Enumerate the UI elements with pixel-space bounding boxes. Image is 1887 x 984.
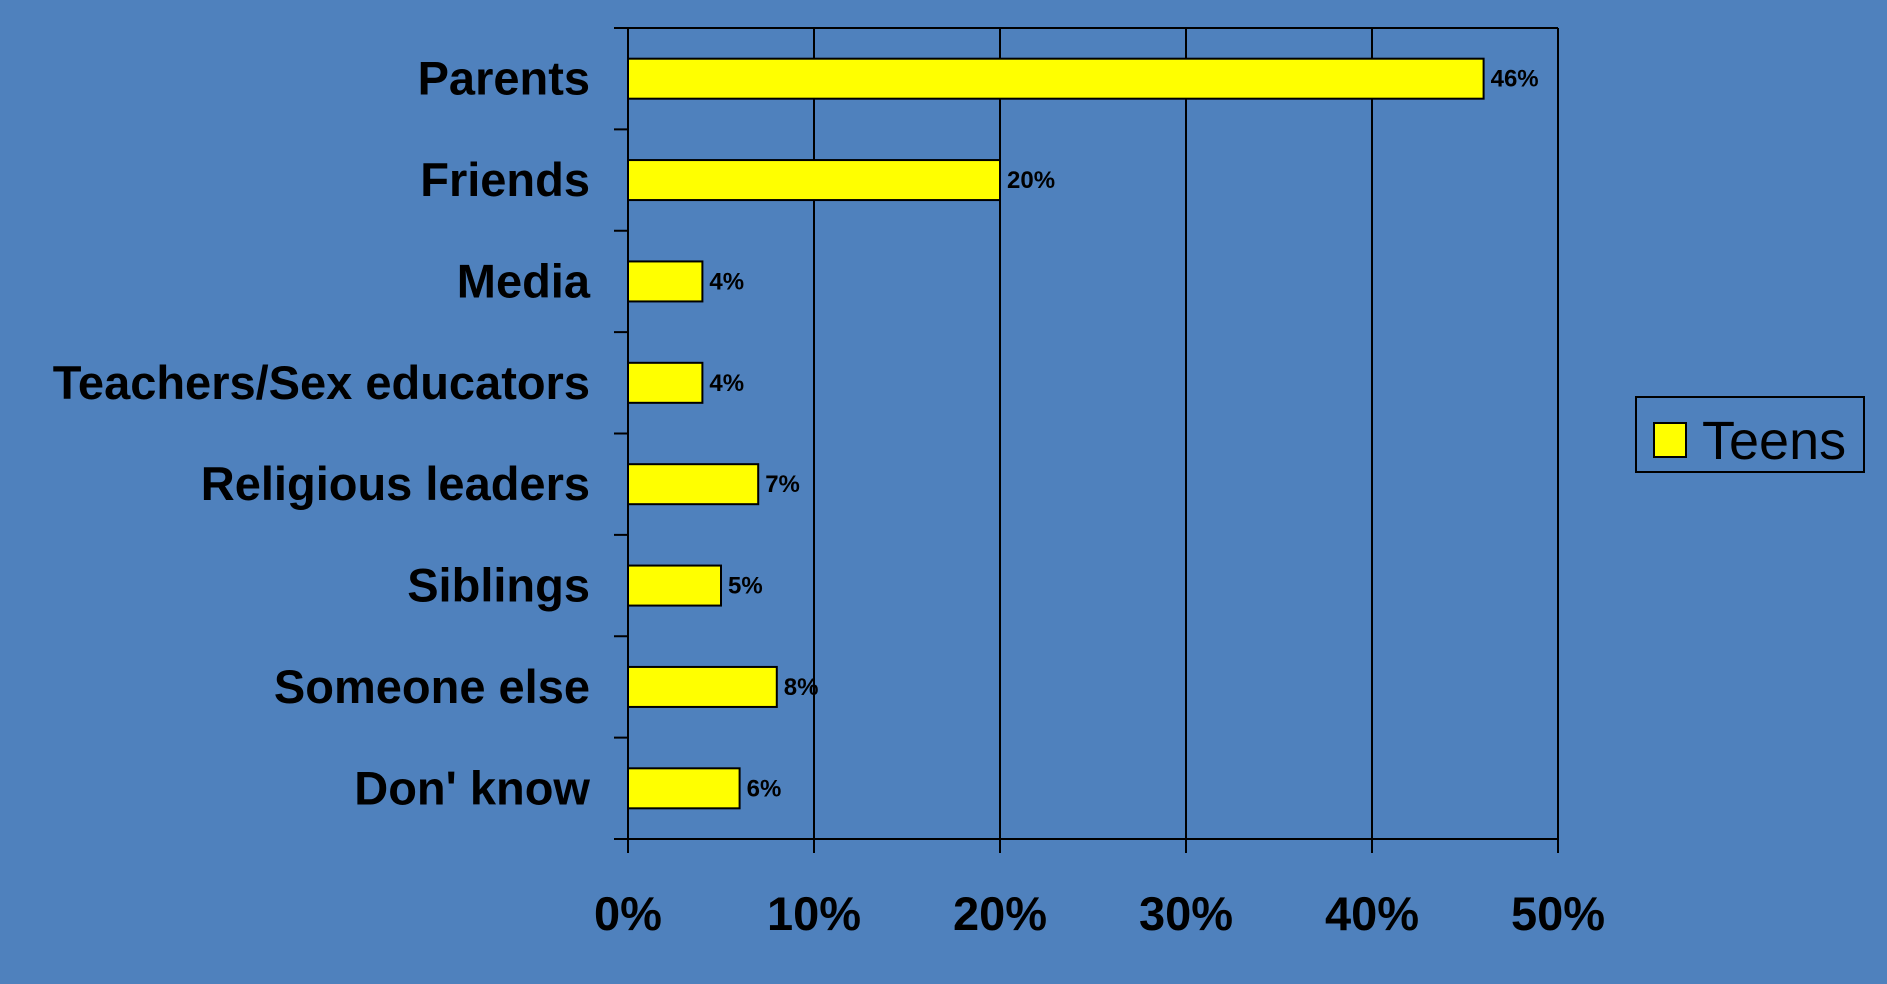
category-label: Parents [418,52,590,105]
category-label: Teachers/Sex educators [53,356,590,409]
data-label: 8% [784,674,819,701]
data-label: 4% [709,370,744,397]
data-label: 6% [747,775,782,802]
bar [627,159,1001,202]
x-tick-label: 20% [953,887,1047,940]
bar [627,57,1485,100]
bar [627,665,778,708]
category-labels: Parents Friends Media Teachers/Sex educator… [53,52,591,815]
x-tick-labels: 0% 10% 20% 30% 40% 50% [594,887,1605,940]
data-label: 5% [728,573,763,600]
bar [627,361,704,404]
category-label: Friends [420,153,590,206]
x-tick-label: 10% [767,887,861,940]
bar [627,463,760,506]
legend: Teens [1635,396,1865,473]
bar [627,260,704,303]
category-label: Media [457,254,591,307]
category-label: Someone else [274,660,590,713]
data-labels: 46% 20% 4% 4% 7% 5% 8% 6% [709,66,1538,803]
legend-box [1635,396,1865,473]
bars [627,57,1485,810]
bar [627,767,741,810]
data-label: 20% [1007,167,1055,194]
gridlines [813,28,1559,839]
data-label: 4% [709,268,744,295]
bar [627,564,722,607]
category-label: Don' know [354,761,590,814]
category-label: Religious leaders [201,457,590,510]
data-label: 46% [1491,66,1539,93]
axes [614,27,1559,853]
category-label: Siblings [407,559,590,612]
x-tick-label: 50% [1511,887,1605,940]
data-label: 7% [765,471,800,498]
x-tick-label: 0% [594,887,662,940]
legend-swatch-teens [1653,422,1687,458]
legend-label-teens: Teens [1702,411,1846,471]
x-tick-label: 40% [1325,887,1419,940]
x-tick-label: 30% [1139,887,1233,940]
